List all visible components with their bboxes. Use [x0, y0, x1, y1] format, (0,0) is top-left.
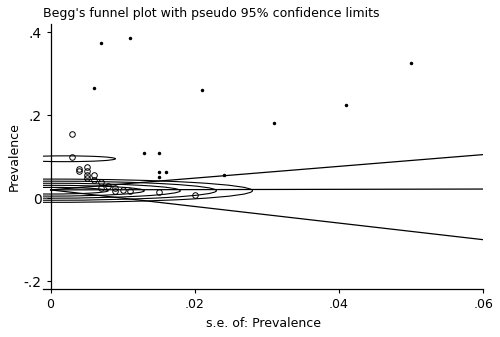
- Y-axis label: Prevalence: Prevalence: [8, 122, 21, 191]
- X-axis label: s.e. of: Prevalence: s.e. of: Prevalence: [206, 317, 321, 330]
- Text: Begg's funnel plot with pseudo 95% confidence limits: Begg's funnel plot with pseudo 95% confi…: [44, 7, 380, 20]
